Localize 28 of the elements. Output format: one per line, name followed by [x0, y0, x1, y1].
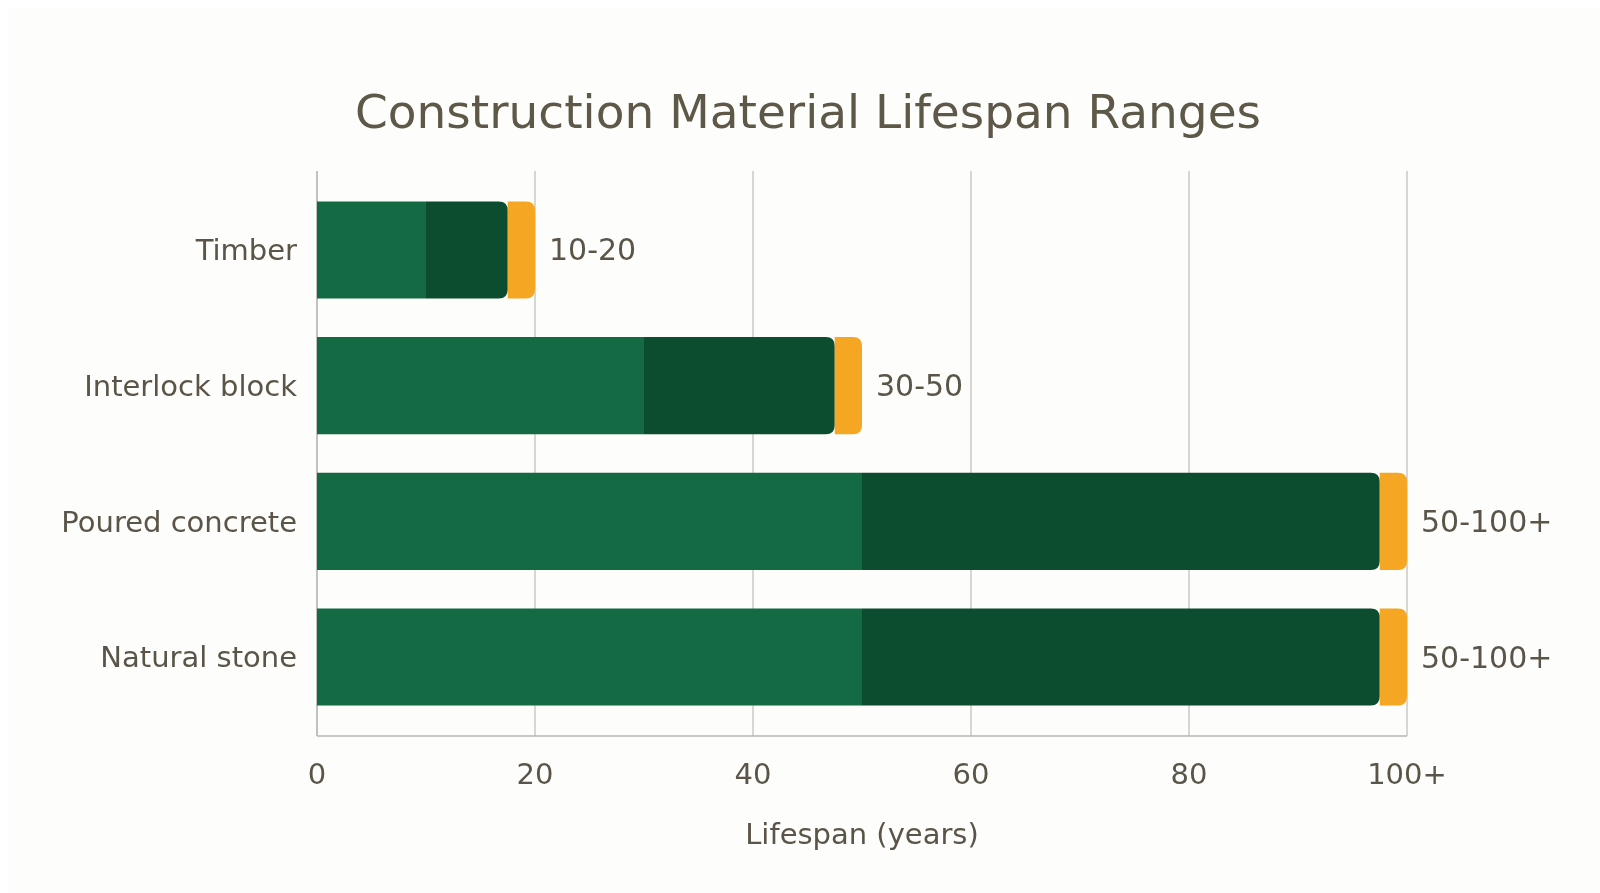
x-tick-label: 0: [307, 757, 327, 792]
data-label: 50-100+: [1421, 639, 1553, 675]
bar: [426, 201, 508, 299]
x-tick-label: 60: [952, 757, 990, 792]
y-tick-label: Poured concrete: [61, 504, 297, 539]
chart-title: Construction Material Lifespan Ranges: [354, 84, 1262, 139]
x-tick-label: 80: [1170, 757, 1208, 792]
bar: [644, 337, 835, 435]
x-tick-label: 20: [516, 757, 554, 792]
bar: [317, 472, 862, 570]
bar: [1379, 472, 1407, 570]
data-label: 50-100+: [1421, 503, 1553, 539]
data-label: 30-50: [876, 368, 964, 404]
y-tick-label: Natural stone: [100, 640, 297, 675]
bar: [862, 608, 1380, 706]
y-tick-label: Timber: [194, 233, 298, 268]
bar: [1379, 608, 1407, 706]
bar: [862, 472, 1380, 570]
bar: [507, 201, 535, 299]
x-axis-title: Lifespan (years): [745, 817, 979, 852]
y-tick-label: Interlock block: [84, 368, 298, 403]
bar: [317, 201, 426, 299]
x-tick-label: 40: [734, 757, 772, 792]
bar: [317, 337, 644, 435]
bar: [834, 337, 862, 435]
data-label: 10-20: [549, 232, 637, 268]
x-tick-label: 100+: [1367, 757, 1447, 792]
bar: [317, 608, 862, 706]
